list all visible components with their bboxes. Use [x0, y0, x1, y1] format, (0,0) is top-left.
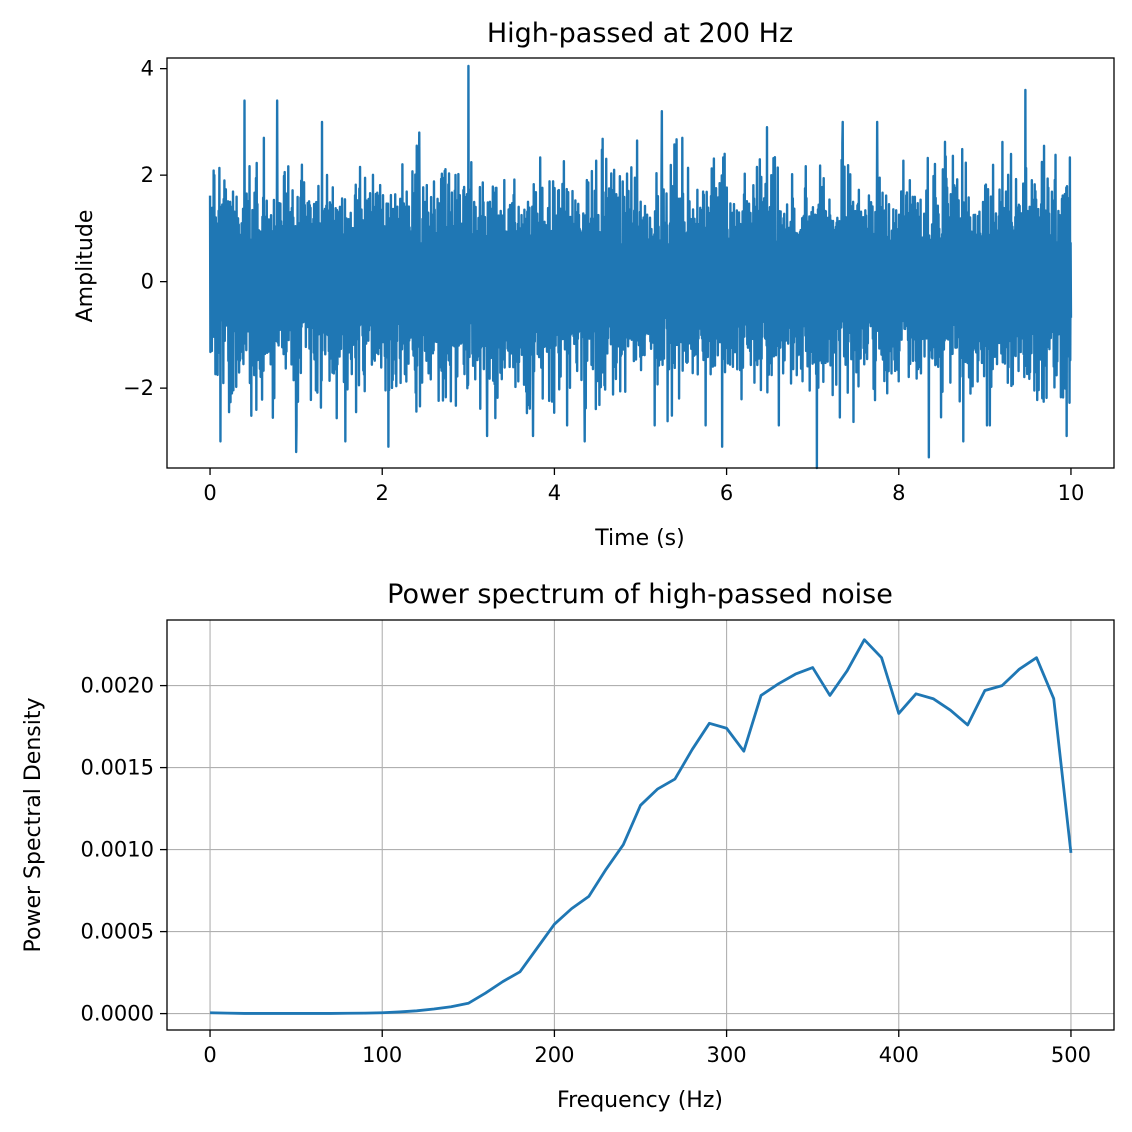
psd-series-line	[210, 638, 1073, 1015]
time-plot-xtick-label: 4	[548, 481, 561, 505]
spectrum-plot-ytick-label: 0.0005	[81, 920, 154, 944]
spectrum-plot-xtick-label: 200	[534, 1043, 574, 1067]
time-plot-xtick-label: 8	[892, 481, 905, 505]
spectrum-plot-ytick-label: 0.0000	[81, 1002, 154, 1026]
time-plot-xtick-label: 2	[376, 481, 389, 505]
spectrum-plot: Power spectrum of high-passed noise 0 100…	[21, 579, 1115, 1113]
time-plot-ytick-label: −2	[123, 376, 154, 400]
time-plot-xtick-label: 0	[203, 481, 216, 505]
time-plot-ytick-label: 0	[141, 270, 154, 294]
time-plot-xtick-label: 10	[1058, 481, 1085, 505]
time-plot-ytick-label: 4	[141, 57, 154, 81]
time-plot-ylabel: Amplitude	[73, 210, 98, 323]
spectrum-plot-frame	[166, 619, 1115, 1031]
spectrum-plot-xtick-label: 300	[707, 1043, 747, 1067]
spectrum-plot-xtick-label: 500	[1051, 1043, 1091, 1067]
spectrum-plot-ylabel: Power Spectral Density	[21, 698, 46, 953]
time-signal-line	[208, 64, 1073, 470]
spectrum-plot-ytick-label: 0.0015	[81, 756, 154, 780]
spectrum-plot-title: Power spectrum of high-passed noise	[387, 579, 893, 610]
time-plot-title: High-passed at 200 Hz	[487, 18, 793, 49]
spectrum-plot-xtick-label: 400	[879, 1043, 919, 1067]
spectrum-plot-ytick-label: 0.0020	[81, 674, 154, 698]
spectrum-plot-xtick-label: 0	[203, 1043, 216, 1067]
time-plot-xtick-label: 6	[720, 481, 733, 505]
time-plot-xlabel: Time (s)	[594, 526, 684, 551]
time-plot-frame	[166, 57, 1115, 469]
time-domain-plot: High-passed at 200 Hz 0 2 4 6 8 10 −2 0 2 4 Time …	[73, 18, 1115, 551]
spectrum-plot-xtick-label: 100	[362, 1043, 402, 1067]
spectrum-plot-ytick-label: 0.0010	[81, 838, 154, 862]
time-signal-trace	[208, 64, 1073, 470]
spectrum-plot-xlabel: Frequency (Hz)	[557, 1088, 723, 1113]
time-plot-ytick-label: 2	[141, 163, 154, 187]
